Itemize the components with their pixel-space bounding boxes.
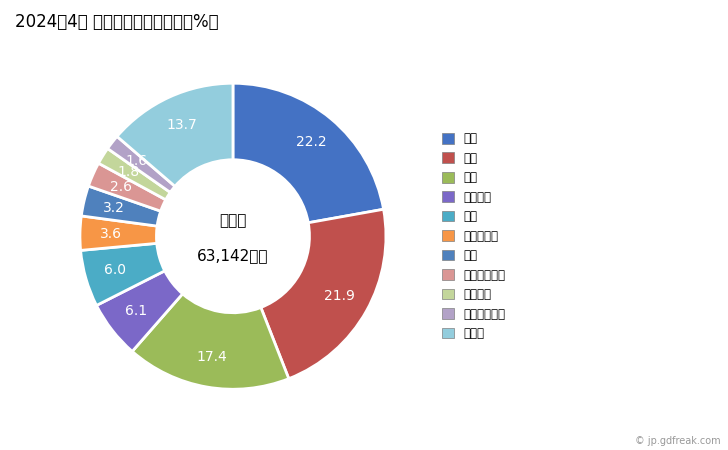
Text: 3.6: 3.6 [100,227,122,241]
Text: 総　額: 総 額 [219,213,247,229]
Text: 1.8: 1.8 [118,165,140,179]
Wedge shape [233,83,384,223]
Text: © jp.gdfreak.com: © jp.gdfreak.com [635,436,721,446]
Wedge shape [80,216,157,250]
Wedge shape [117,83,233,186]
Wedge shape [261,209,386,379]
Text: 13.7: 13.7 [167,118,197,132]
Wedge shape [97,271,183,351]
Legend: 米国, 中国, 韓国, ベトナム, 台湾, フィリピン, タイ, インドネシア, メキシコ, シンガポール, その他: 米国, 中国, 韓国, ベトナム, 台湾, フィリピン, タイ, インドネシア,… [438,127,510,345]
Wedge shape [88,163,166,211]
Text: 1.6: 1.6 [125,154,147,168]
Wedge shape [81,243,165,306]
Wedge shape [132,294,289,389]
Wedge shape [108,136,175,193]
Wedge shape [82,186,161,226]
Text: 17.4: 17.4 [197,350,227,364]
Text: 22.2: 22.2 [296,135,327,149]
Text: 3.2: 3.2 [103,201,124,215]
Text: 21.9: 21.9 [325,289,355,303]
Text: 2024年4月 輸出相手国のシェア（%）: 2024年4月 輸出相手国のシェア（%） [15,14,218,32]
Text: 6.1: 6.1 [125,304,147,318]
Wedge shape [98,148,170,200]
Text: 6.0: 6.0 [104,263,127,277]
Text: 63,142万円: 63,142万円 [197,249,269,264]
Text: 2.6: 2.6 [110,180,132,194]
